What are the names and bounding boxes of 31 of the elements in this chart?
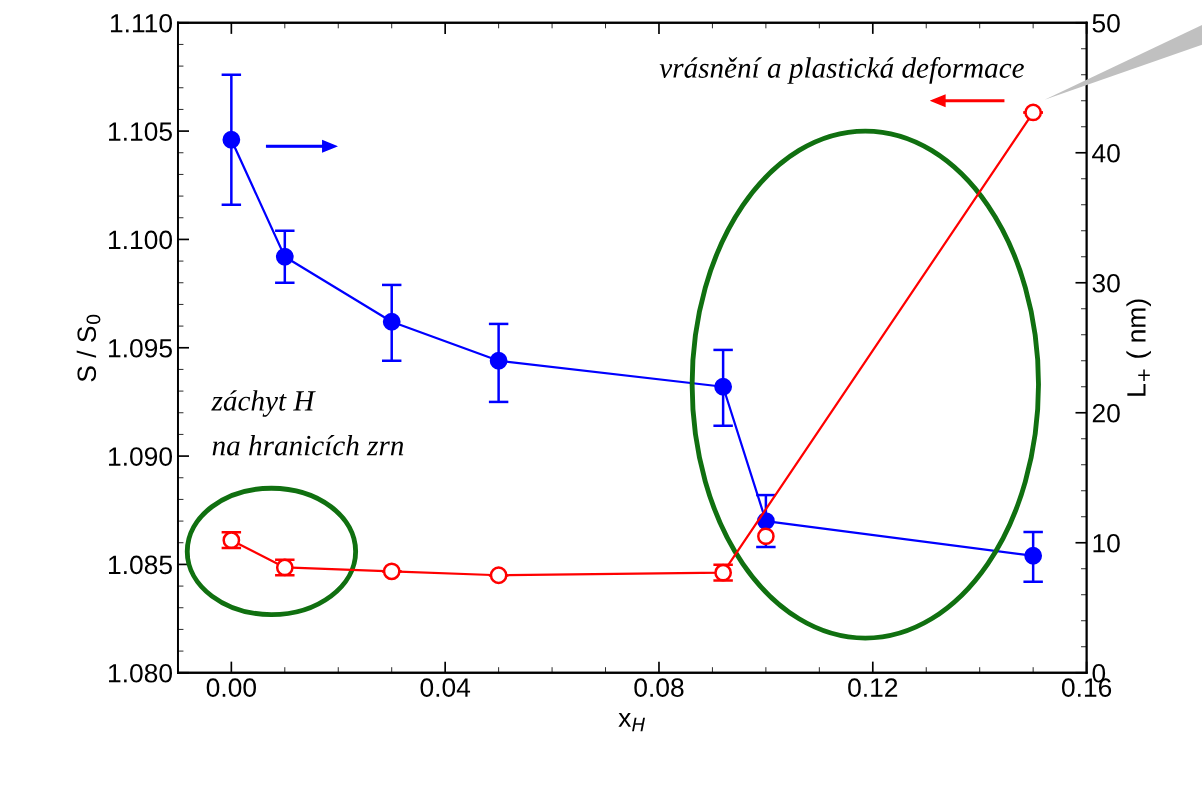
y-tick-label: 1.095 [109, 338, 172, 358]
y-tick-label: 1.105 [109, 122, 172, 141]
point [1024, 103, 1043, 122]
y-tick-label: 1.085 [109, 555, 172, 575]
point [757, 527, 775, 546]
y2-tick-label: 30 [1092, 273, 1120, 293]
y2-tick-label: 20 [1092, 403, 1120, 423]
point [222, 130, 241, 149]
annotation: záchyt H na hranicích zrn [211, 390, 404, 456]
y2-tick-label: 40 [1092, 143, 1120, 163]
x-tick-label: 0.12 [848, 678, 898, 697]
point [382, 312, 401, 331]
y2-tick-label: 50 [1092, 13, 1120, 33]
x-tick-label: 0.04 [420, 678, 471, 697]
point [489, 566, 508, 585]
x-tick-label: 0.08 [634, 678, 684, 697]
x-axis-title: x$_{H}$ [618, 712, 645, 732]
point [1024, 546, 1043, 565]
point [382, 562, 401, 581]
x-tick-label: 0.00 [206, 678, 256, 697]
point [714, 377, 733, 396]
annotation: vrásnění a plastická deformace [659, 57, 1024, 84]
y-axis-title: S / S$_{0}$ [76, 314, 101, 382]
point [489, 351, 508, 370]
y-tick-label: 1.100 [109, 230, 173, 250]
y-tick-label: 1.090 [109, 447, 173, 466]
y2-axis-title: L$_{+}$ ( nm) [1126, 299, 1151, 396]
y2-tick-label: 10 [1093, 533, 1120, 553]
y-tick-label: 1.110 [110, 13, 173, 33]
y-tick-label: 1.080 [109, 663, 173, 683]
point [275, 247, 294, 266]
